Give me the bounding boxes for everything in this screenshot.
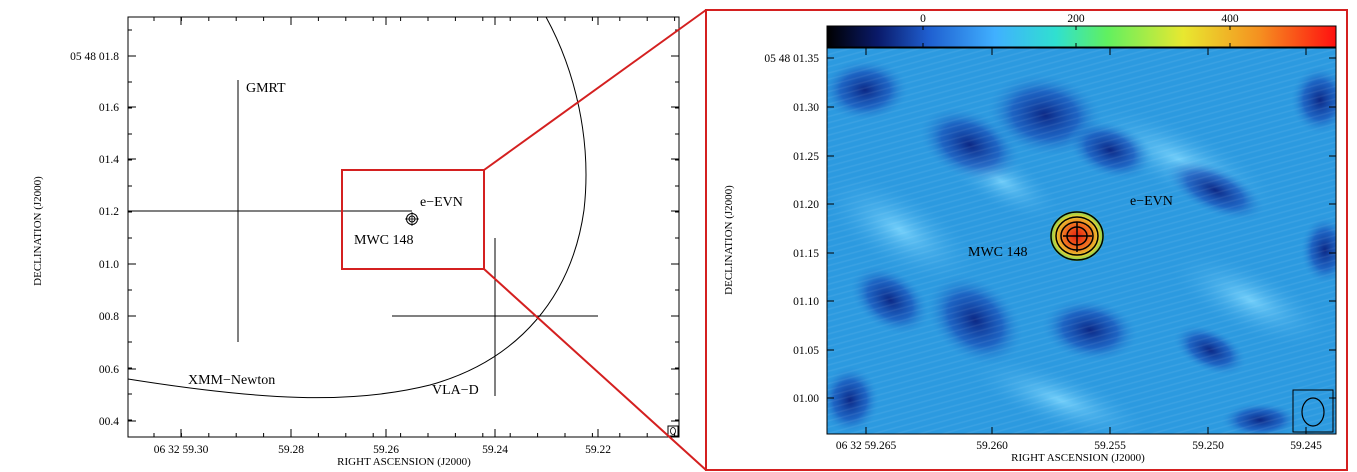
left-beam-box [667,425,679,437]
right-x-tick-label: 59.255 [1094,440,1126,452]
right-y-tick-label: 01.20 [793,199,819,211]
right-y-tick-label: 01.00 [793,393,819,405]
right-y-tick-label: 01.15 [793,248,819,260]
left-y-tick-label: 01.2 [99,206,119,218]
left-x-tick-label: 59.26 [373,444,399,456]
right-x-tick-label: 06 32 59.265 [836,440,897,452]
evn-source-contours [1050,211,1104,261]
left-y-tick-label: 01.0 [99,259,119,271]
right-ticks [827,48,1336,434]
colorbar-tick-label: 200 [1067,13,1085,25]
label-evn-right: e−EVN [1130,194,1173,209]
left-y-tick-label: 05 48 01.8 [70,51,119,63]
colorbar-tick-label: 400 [1221,13,1239,25]
left-x-tick-labels: 06 32 59.30 59.28 59.26 59.24 59.22 [154,444,612,456]
label-mwc-right: MWC 148 [968,245,1028,260]
left-plot-frame [127,16,680,438]
label-vla: VLA−D [432,383,479,398]
left-y-tick-label: 00.4 [99,416,119,428]
right-x-tick-label: 59.245 [1290,440,1322,452]
right-x-axis-title: RIGHT ASCENSION (J2000) [1011,452,1145,464]
zoom-region-box [341,169,485,270]
evn-source-marker [405,212,419,226]
right-y-tick-label: 01.25 [793,151,819,163]
right-beam-icon [1301,397,1325,427]
zoom-connector-top [483,9,707,171]
right-y-tick-label: 01.05 [793,345,819,357]
right-x-tick-label: 59.260 [976,440,1008,452]
left-y-tick-labels: 05 48 01.8 01.6 01.4 01.2 01.0 00.8 00.6… [70,51,119,428]
xmm-newton-error-circle [127,16,587,399]
right-y-axis-title: DECLINATION (J2000) [723,185,735,295]
left-panel: GMRT e−EVN MWC 148 XMM−Newton VLA−D 06 3… [32,16,680,468]
left-y-tick-label: 00.6 [99,364,119,376]
colorbar [826,25,1337,48]
right-panel: 0 200 400 [705,9,1348,471]
right-x-tick-labels: 06 32 59.265 59.260 59.255 59.250 59.245 [836,440,1322,452]
left-x-tick-label: 06 32 59.30 [154,444,209,456]
left-y-tick-label: 01.4 [99,154,119,166]
right-y-tick-label: 01.10 [793,296,819,308]
radio-map-image [827,48,1336,434]
left-x-tick-label: 59.28 [278,444,304,456]
right-beam-box [1292,389,1334,433]
colorbar-ticks [922,26,1231,47]
left-x-tick-label: 59.24 [482,444,508,456]
left-x-axis-title: RIGHT ASCENSION (J2000) [337,456,471,468]
left-y-axis-title: DECLINATION (J2000) [32,176,44,286]
label-evn-left: e−EVN [420,195,463,210]
right-y-tick-label: 05 48 01.35 [764,53,819,65]
left-beam-icon [670,427,676,435]
right-plot-frame [826,47,1337,435]
label-xmm: XMM−Newton [188,373,275,388]
left-y-tick-label: 00.8 [99,311,119,323]
left-ticks [128,17,679,437]
left-x-tick-label: 59.22 [585,444,611,456]
colorbar-tick-label: 0 [920,13,926,25]
left-y-tick-label: 01.6 [99,102,119,114]
label-gmrt: GMRT [246,81,286,96]
right-y-tick-labels: 05 48 01.35 01.30 01.25 01.20 01.15 01.1… [764,53,819,405]
label-mwc-left: MWC 148 [354,233,414,248]
right-y-tick-label: 01.30 [793,102,819,114]
right-x-tick-label: 59.250 [1192,440,1224,452]
zoom-connector-bottom [483,268,707,471]
